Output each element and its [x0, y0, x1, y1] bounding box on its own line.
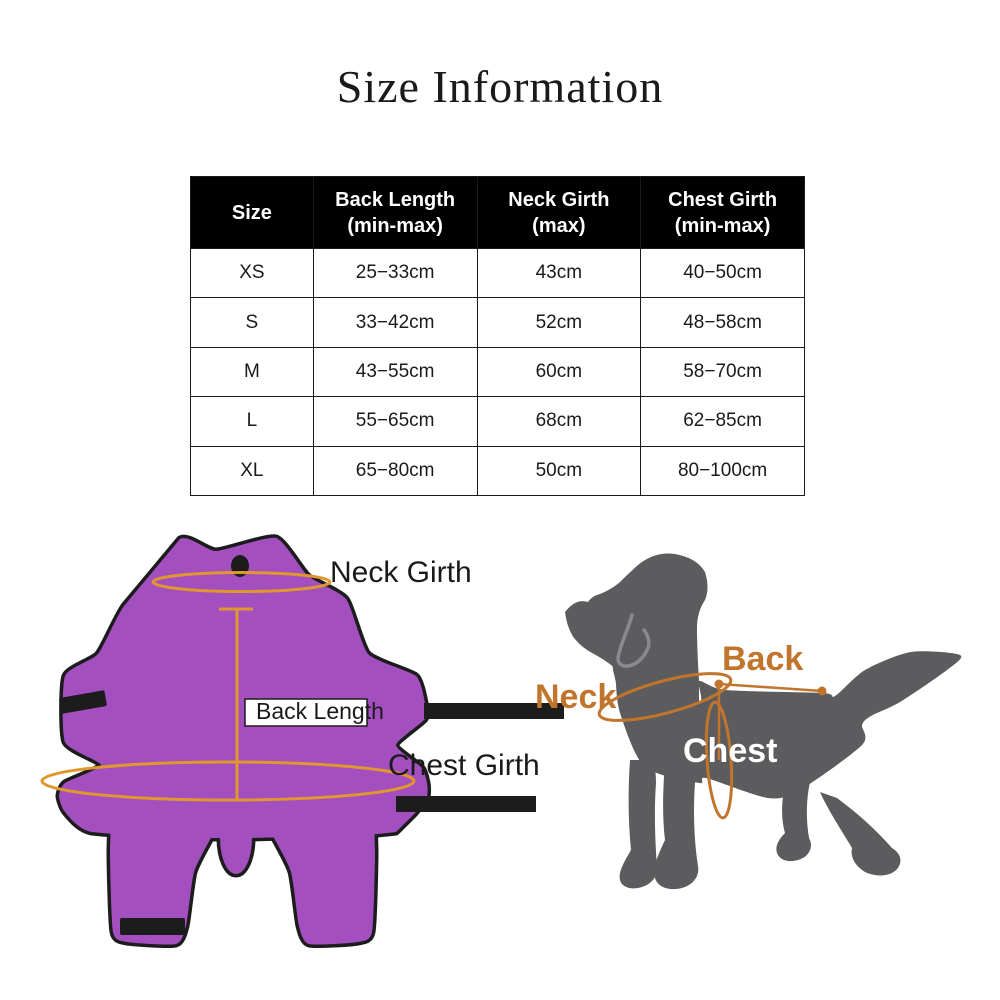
svg-text:Back Length: Back Length [256, 698, 384, 724]
svg-text:Chest Girth: Chest Girth [388, 749, 540, 782]
svg-text:Back: Back [722, 640, 803, 678]
svg-text:Chest: Chest [683, 732, 777, 770]
svg-text:Neck: Neck [535, 678, 616, 716]
svg-text:Neck Girth: Neck Girth [330, 556, 472, 589]
